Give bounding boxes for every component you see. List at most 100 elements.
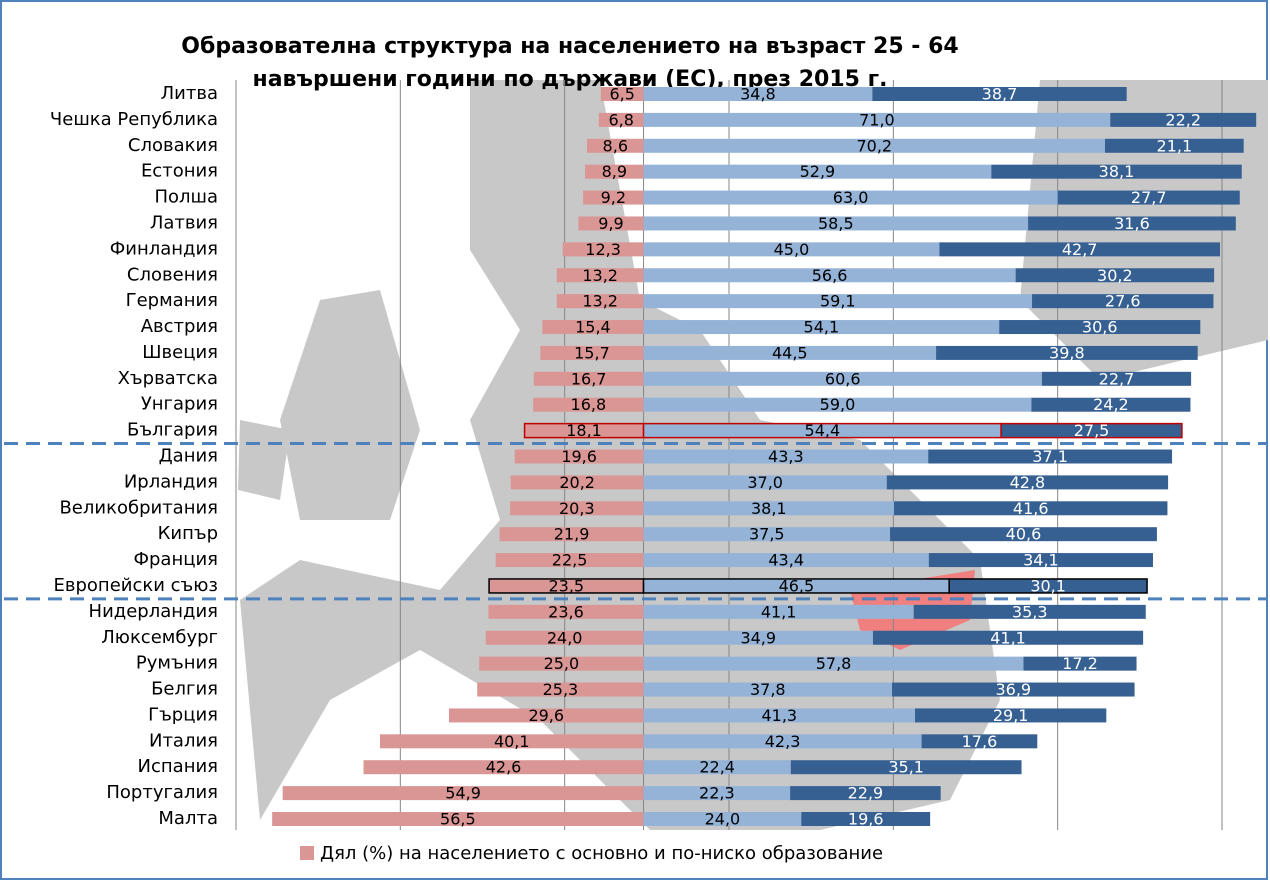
bar	[643, 630, 873, 645]
data-label: 27,6	[1105, 292, 1141, 311]
data-label: 63,0	[833, 188, 869, 207]
bar	[556, 294, 644, 309]
bar	[643, 475, 887, 490]
data-label: 22,2	[1165, 110, 1201, 129]
data-label: 38,1	[1099, 162, 1135, 181]
bar	[643, 397, 1032, 412]
data-label: 58,5	[818, 214, 854, 233]
bar	[991, 164, 1242, 179]
y-tick-label: Румъния	[136, 653, 218, 674]
data-label: 57,8	[816, 654, 852, 673]
y-tick-label: Унгария	[141, 394, 218, 415]
data-label: 24,2	[1093, 395, 1129, 414]
data-label: 27,5	[1074, 421, 1110, 440]
bar	[892, 682, 1135, 697]
y-tick-label: Литва	[161, 83, 218, 104]
data-label: 16,7	[571, 369, 607, 388]
data-label: 37,1	[1032, 447, 1068, 466]
y-tick-label: Латвия	[150, 212, 218, 233]
data-label: 30,6	[1082, 318, 1118, 337]
bar	[801, 812, 931, 826]
y-tick-label: Финландия	[110, 238, 218, 259]
data-label: 71,0	[859, 110, 895, 129]
data-label: 43,4	[768, 551, 804, 570]
y-tick-label: Чешка Република	[50, 109, 218, 130]
data-label: 41,3	[761, 706, 797, 725]
bar	[893, 501, 1168, 516]
data-label: 22,3	[699, 784, 735, 803]
data-label: 12,3	[585, 240, 621, 259]
y-tick-label: Нидерландия	[89, 601, 218, 622]
bar	[643, 553, 929, 568]
data-label: 41,1	[761, 602, 797, 621]
y-tick-label: Словакия	[128, 135, 218, 156]
data-label: 34,1	[1023, 551, 1059, 570]
data-label: 23,6	[548, 602, 584, 621]
data-label: 16,8	[571, 395, 607, 414]
bar	[578, 216, 644, 231]
data-label: 43,3	[768, 447, 804, 466]
data-label: 21,1	[1157, 136, 1193, 155]
bar	[643, 501, 894, 516]
bar	[890, 527, 1157, 542]
data-label: 34,9	[740, 628, 776, 647]
bar	[510, 475, 644, 490]
data-label: 6,8	[608, 110, 633, 129]
bar	[562, 242, 644, 257]
y-tick-label: Франция	[134, 549, 219, 570]
data-label: 20,3	[559, 499, 595, 518]
bar	[643, 242, 940, 257]
bar	[928, 553, 1153, 568]
y-tick-label: Португалия	[106, 782, 218, 803]
bar	[495, 553, 644, 568]
bar	[643, 708, 916, 723]
y-tick-label: Полша	[154, 187, 218, 208]
bar	[643, 449, 929, 464]
data-label: 42,7	[1062, 240, 1098, 259]
bar	[643, 734, 922, 749]
bar	[928, 449, 1173, 464]
data-label: 24,0	[547, 628, 583, 647]
bar	[1032, 294, 1214, 309]
data-label: 54,9	[445, 784, 481, 803]
bar	[1023, 656, 1137, 671]
data-label: 60,6	[825, 369, 861, 388]
data-label: 37,8	[750, 680, 786, 699]
bar	[1041, 371, 1192, 386]
y-tick-label: Европейски съюз	[54, 575, 219, 596]
data-label: 41,6	[1013, 499, 1049, 518]
data-label: 59,0	[820, 395, 856, 414]
data-label: 22,5	[552, 551, 588, 570]
data-label: 18,1	[566, 421, 602, 440]
data-label: 36,9	[995, 680, 1031, 699]
data-label: 38,7	[982, 85, 1018, 104]
data-label: 35,3	[1012, 602, 1048, 621]
bar	[790, 786, 941, 801]
bar	[1110, 112, 1257, 127]
data-label: 20,2	[559, 473, 595, 492]
y-tick-label: Австрия	[141, 316, 218, 337]
data-label: 15,7	[574, 343, 610, 362]
bar	[643, 812, 802, 826]
bar	[272, 812, 644, 826]
bar	[643, 87, 873, 101]
bar	[533, 371, 644, 386]
data-label: 8,6	[603, 136, 628, 155]
y-tick-label: Белгия	[151, 679, 218, 700]
bar	[1104, 138, 1244, 153]
data-label: 30,2	[1097, 266, 1133, 285]
data-label: 6,5	[609, 85, 634, 104]
y-tick-label: Люксембург	[101, 627, 218, 648]
data-label: 19,6	[848, 810, 884, 829]
data-label: 70,2	[856, 136, 892, 155]
data-label: 54,1	[804, 318, 840, 337]
bar	[510, 501, 644, 516]
bar	[587, 138, 644, 153]
data-label: 21,9	[554, 525, 590, 544]
data-label: 29,1	[993, 706, 1029, 725]
bar	[643, 682, 893, 697]
bar	[1015, 268, 1215, 283]
data-label: 17,2	[1062, 654, 1098, 673]
bar	[556, 268, 644, 283]
y-tick-label: Ирландия	[124, 471, 218, 492]
